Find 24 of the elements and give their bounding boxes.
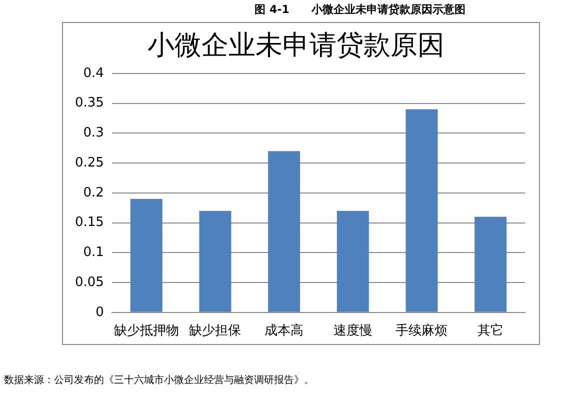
- x-tick-label: 其它: [478, 322, 504, 339]
- y-tick-label: 0.15: [74, 215, 104, 230]
- x-tick-label: 速度慢: [333, 322, 372, 339]
- y-tick-label: 0.25: [74, 155, 104, 170]
- y-tick-label: 0.2: [83, 185, 104, 200]
- caption: 图 4-1 小微企业未申请贷款原因示意图: [254, 2, 466, 17]
- bar: [130, 198, 162, 312]
- x-tick-label: 成本高: [264, 322, 304, 339]
- y-tick-label: 0.35: [74, 96, 104, 111]
- y-tick-label: 0.1: [83, 245, 104, 260]
- x-tick-label: 缺少抵押物: [114, 324, 179, 339]
- chart-title: 小微企业未申请贷款原因: [148, 30, 444, 62]
- source-note: 数据来源：公司发布的《三十六城市小微企业经营与融资调研报告》。: [4, 374, 314, 387]
- y-tick-label: 0.4: [83, 66, 104, 81]
- bar: [199, 210, 232, 312]
- x-tick-label: 手续麻烦: [396, 324, 448, 339]
- bar: [406, 109, 438, 312]
- y-tick-label: 0.3: [83, 126, 104, 141]
- bar: [336, 210, 369, 312]
- bar: [268, 151, 300, 312]
- y-tick-label: 0.05: [74, 274, 104, 290]
- y-tick-label: 0: [96, 304, 104, 320]
- x-tick-label: 缺少担保: [189, 324, 242, 339]
- bar: [474, 216, 507, 312]
